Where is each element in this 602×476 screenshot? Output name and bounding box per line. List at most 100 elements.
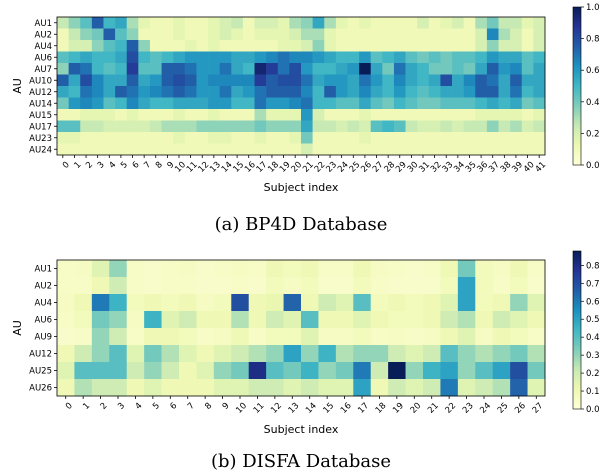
heatmap-cell: [231, 294, 250, 312]
heatmap-cell: [359, 143, 372, 156]
heatmap-cell: [521, 132, 534, 144]
colorbar-segment: [573, 54, 581, 58]
y-tick-label: AU14: [29, 99, 52, 109]
colorbar-segment: [573, 258, 581, 262]
colorbar-segment: [573, 120, 581, 124]
heatmap-cell: [57, 294, 75, 312]
heatmap-cell: [486, 17, 499, 29]
heatmap-cell: [353, 379, 372, 397]
heatmap-cell: [388, 311, 406, 329]
heatmap-cell: [475, 74, 488, 87]
heatmap-cell: [324, 97, 337, 110]
heatmap-cell: [440, 132, 453, 144]
heatmap-cell: [533, 28, 546, 41]
heatmap-cell: [57, 109, 69, 121]
heatmap-cell: [370, 311, 389, 329]
heatmap-cell: [370, 86, 383, 98]
heatmap-cell: [510, 51, 523, 64]
heatmap-cell: [196, 120, 209, 133]
heatmap-cell: [196, 132, 209, 144]
heatmap-cell: [463, 74, 476, 87]
heatmap-cell: [126, 379, 145, 397]
heatmap-cell: [498, 17, 511, 29]
heatmap-cell: [428, 28, 441, 41]
heatmap-cell: [347, 109, 360, 121]
heatmap-cell: [527, 260, 546, 278]
heatmap-cell: [161, 379, 180, 397]
heatmap-cell: [213, 277, 232, 295]
heatmap-cell: [428, 109, 441, 121]
heatmap-cell: [423, 345, 441, 363]
heatmap-cell: [440, 97, 453, 110]
heatmap-cell: [208, 109, 220, 121]
heatmap-cell: [301, 345, 319, 363]
heatmap-cell: [91, 277, 110, 295]
heatmap-cell: [57, 362, 75, 380]
heatmap-cell: [277, 120, 290, 133]
colorbar-segment: [573, 83, 581, 87]
heatmap-cell: [312, 40, 325, 52]
colorbar-segment: [573, 306, 581, 310]
heatmap-cell: [492, 311, 511, 329]
heatmap-cell: [138, 17, 151, 29]
heatmap-cell: [521, 120, 534, 133]
heatmap-cell: [80, 28, 93, 41]
x-axis-label: Subject index: [264, 181, 339, 194]
heatmap-cell: [196, 328, 215, 346]
heatmap-cell: [417, 120, 430, 133]
heatmap-cell: [231, 345, 250, 363]
heatmap-cell: [254, 86, 267, 98]
heatmap-cell: [335, 17, 348, 29]
heatmap-cell: [144, 260, 162, 278]
heatmap-cell: [359, 63, 372, 75]
heatmap-cell: [457, 277, 476, 295]
heatmap-cell: [161, 328, 180, 346]
heatmap-cell: [486, 97, 499, 110]
heatmap-cell: [393, 28, 406, 41]
heatmap-cell: [149, 86, 162, 98]
heatmap-cell: [196, 294, 215, 312]
heatmap-cell: [324, 74, 337, 87]
heatmap-cell: [347, 74, 360, 87]
heatmap-cell: [242, 28, 255, 41]
heatmap-cell: [312, 97, 325, 110]
x-tick-label: 26: [513, 401, 528, 416]
x-tick-label: 5: [151, 401, 162, 412]
heatmap-cell: [301, 109, 313, 121]
heatmap-cell: [463, 86, 476, 98]
heatmap-cell: [335, 51, 348, 64]
x-tick-label: 20: [409, 401, 424, 416]
heatmap-cell: [498, 143, 511, 156]
heatmap-cell: [457, 345, 476, 363]
heatmap-cell: [91, 17, 104, 29]
colorbar-segment: [573, 282, 581, 286]
heatmap-cell: [266, 294, 284, 312]
heatmap-cell: [103, 74, 116, 87]
colorbar-frame: [572, 6, 582, 166]
colorbar-tick-label: 0.3: [586, 351, 600, 361]
heatmap-cell: [388, 362, 406, 380]
heatmap-cell: [283, 260, 302, 278]
y-tick-label: AU7: [35, 65, 52, 75]
heatmap-cell: [126, 260, 145, 278]
colorbar-segment: [573, 80, 581, 84]
heatmap-cell: [521, 74, 534, 87]
heatmap-cell: [492, 328, 511, 346]
heatmap-cell: [359, 17, 372, 29]
heatmap-cell: [196, 97, 209, 110]
heatmap-cell: [196, 51, 209, 64]
heatmap-cell: [388, 328, 406, 346]
heatmap-cell: [57, 97, 69, 110]
heatmap-cell: [353, 328, 372, 346]
colorbar-segment: [573, 125, 581, 129]
heatmap-cell: [109, 362, 128, 380]
heatmap-cell: [173, 17, 186, 29]
heatmap-cell: [510, 86, 523, 98]
heatmap-cell: [359, 97, 372, 110]
heatmap-cell: [335, 311, 354, 329]
heatmap-cell: [457, 294, 476, 312]
heatmap-cell: [231, 97, 244, 110]
heatmap-cell: [289, 143, 302, 156]
heatmap-cell: [138, 51, 151, 64]
heatmap-cell: [463, 143, 476, 156]
